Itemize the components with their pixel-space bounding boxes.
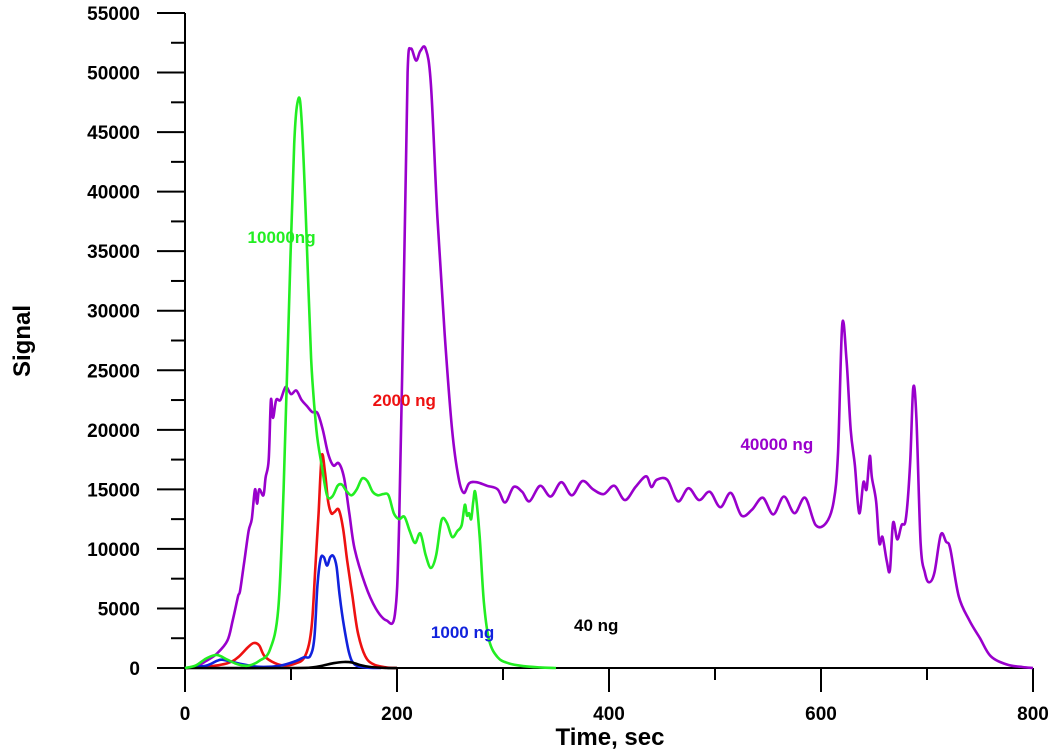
y-tick-label: 30000 [87, 302, 140, 323]
series-line-10000ng [184, 96, 557, 670]
axes: 0 5000 10000 15000 20000 25000 30000 35000 40000… [87, 4, 1049, 725]
y-tick-label: 25000 [87, 361, 140, 382]
y-tick-label: 0 [129, 659, 140, 680]
y-tick-label: 45000 [87, 123, 140, 144]
x-axis-title: Time, sec [556, 724, 665, 750]
series-label: 2000 ng [373, 391, 436, 410]
y-tick-label: 50000 [87, 64, 140, 85]
y-tick-label: 5000 [98, 599, 140, 620]
x-tick-label: 0 [180, 704, 191, 725]
series-line-1000ng [184, 554, 382, 670]
series-lines [184, 45, 1034, 670]
y-tick-label: 35000 [87, 242, 140, 263]
y-tick-label: 15000 [87, 480, 140, 501]
x-tick-label: 200 [381, 704, 413, 725]
y-tick-label: 40000 [87, 183, 140, 204]
x-tick-label: 400 [593, 704, 625, 725]
series-label: 40 ng [574, 616, 618, 635]
y-axis-title: Signal [9, 305, 36, 377]
x-tick-label: 600 [805, 704, 837, 725]
series-labels: 10000ng 2000 ng 40000 ng 1000 ng 40 ng [248, 228, 814, 642]
series-line-40ng [184, 660, 398, 670]
series-label: 10000ng [248, 228, 316, 247]
series-line-40000ng [184, 45, 1034, 670]
y-tick-label: 55000 [87, 4, 140, 25]
series-line-2000ng [184, 453, 398, 670]
series-label: 40000 ng [740, 435, 813, 454]
y-tick-label: 10000 [87, 540, 140, 561]
series-label: 1000 ng [431, 623, 494, 642]
y-tick-label: 20000 [87, 421, 140, 442]
x-tick-label: 800 [1017, 704, 1049, 725]
